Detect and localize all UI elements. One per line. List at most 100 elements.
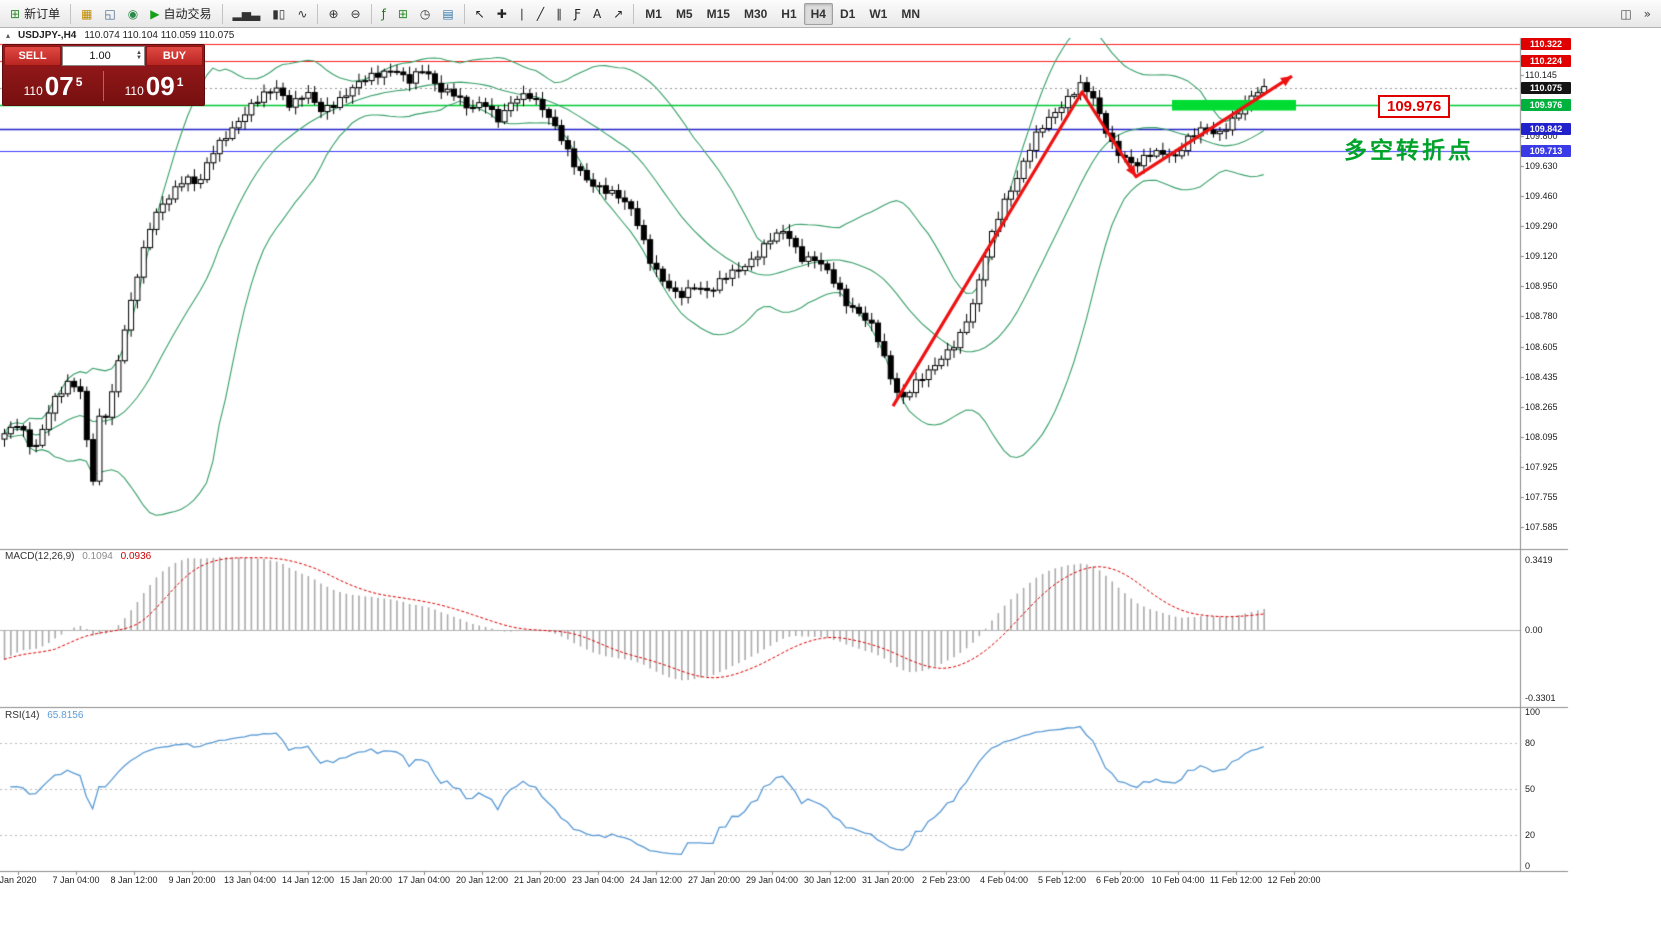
buy-button[interactable]: BUY bbox=[146, 46, 203, 66]
timeframe-m15-button[interactable]: M15 bbox=[700, 3, 737, 25]
timeframe-m30-button[interactable]: M30 bbox=[737, 3, 774, 25]
more-tools-button[interactable]: » bbox=[1638, 3, 1657, 25]
price-tick-108.435: 108.435 bbox=[1525, 372, 1558, 382]
time-label-10: 23 Jan 04:00 bbox=[571, 875, 625, 885]
toolbar-separator bbox=[221, 3, 223, 24]
timeframe-h1-label: H1 bbox=[781, 6, 797, 21]
timeframe-mn-button[interactable]: MN bbox=[894, 3, 927, 25]
timeframe-m30-label: M30 bbox=[743, 6, 768, 21]
add-chart-button[interactable]: ⊞ bbox=[392, 3, 414, 25]
time-label-21: 11 Feb 12:00 bbox=[1209, 875, 1263, 885]
channel-tool-button[interactable]: ∥ bbox=[550, 3, 568, 25]
fibonacci-tool-icon: Ƒ bbox=[574, 6, 581, 21]
price-callout-box[interactable]: 109.976 bbox=[1378, 95, 1451, 118]
timeframe-h1-button[interactable]: H1 bbox=[774, 3, 803, 25]
price-tick-107.585: 107.585 bbox=[1525, 522, 1558, 532]
fibonacci-tool-button[interactable]: Ƒ bbox=[568, 3, 587, 25]
price-tick-108.605: 108.605 bbox=[1525, 342, 1558, 352]
rsi-name: RSI(14) bbox=[5, 710, 40, 721]
time-label-15: 31 Jan 20:00 bbox=[861, 875, 915, 885]
cursor-tool-icon: ↖ bbox=[474, 6, 485, 21]
one-click-trading-panel: SELL 1.00 ▲ ▼ BUY 110 07 5 1 bbox=[2, 44, 205, 106]
new-order-icon: ⊞ bbox=[10, 6, 21, 21]
time-label-3: 9 Jan 20:00 bbox=[168, 875, 216, 885]
vertical-line-tool-icon: ∣ bbox=[518, 6, 525, 21]
zoom-in-button[interactable]: ⊕ bbox=[322, 3, 344, 25]
timeframe-m1-button[interactable]: M1 bbox=[638, 3, 669, 25]
buy-price-big: 09 bbox=[145, 71, 175, 101]
zoom-in-icon: ⊕ bbox=[328, 6, 339, 21]
navigator-button[interactable]: ◉ bbox=[122, 3, 144, 25]
vertical-line-tool-button[interactable]: ∣ bbox=[513, 3, 531, 25]
macd-main-value: 0.1094 bbox=[82, 551, 113, 562]
data-window-icon: ◱ bbox=[104, 6, 116, 21]
price-tag-109.976: 109.976 bbox=[1521, 99, 1571, 111]
text-tool-button[interactable]: A bbox=[587, 3, 607, 25]
time-label-22: 12 Feb 20:00 bbox=[1267, 875, 1321, 885]
toolbar-separator bbox=[70, 3, 72, 24]
candles-style-icon: ▮▯ bbox=[272, 6, 286, 21]
buy-price-pip: 1 bbox=[176, 75, 184, 89]
timeframe-w1-label: W1 bbox=[869, 6, 888, 21]
price-tag-109.713: 109.713 bbox=[1521, 145, 1571, 157]
time-label-4: 13 Jan 04:00 bbox=[223, 875, 277, 885]
price-tag-109.842: 109.842 bbox=[1521, 123, 1571, 135]
sell-button[interactable]: SELL bbox=[4, 46, 61, 66]
price-tag-110.224: 110.224 bbox=[1521, 55, 1571, 67]
bars-style-button[interactable]: ▂▅▃ bbox=[227, 3, 267, 25]
crosshair-tool-button[interactable]: ✚ bbox=[491, 3, 513, 25]
macd-signal-value: 0.0936 bbox=[120, 551, 152, 562]
bid-ask-row: 110 07 5 110 09 1 bbox=[3, 67, 204, 105]
timeframe-d1-button[interactable]: D1 bbox=[833, 3, 862, 25]
price-tick-108.780: 108.780 bbox=[1525, 311, 1558, 321]
price-chart-canvas[interactable] bbox=[0, 28, 1661, 948]
bars-style-icon: ▂▅▃ bbox=[232, 6, 261, 21]
timeframe-m5-button[interactable]: M5 bbox=[669, 3, 700, 25]
time-label-6: 15 Jan 20:00 bbox=[339, 875, 393, 885]
candles-style-button[interactable]: ▮▯ bbox=[266, 3, 291, 25]
volume-decrease-button[interactable]: ▼ bbox=[136, 55, 142, 61]
trendline-tool-button[interactable]: ╱ bbox=[531, 3, 550, 25]
templates-icon: ▤ bbox=[442, 6, 454, 21]
price-tick-108.095: 108.095 bbox=[1525, 432, 1558, 442]
arrows-tool-button[interactable]: ↗ bbox=[607, 3, 629, 25]
price-tick-110.145: 110.145 bbox=[1525, 70, 1557, 80]
sell-price-big: 07 bbox=[44, 71, 74, 101]
rsi-label: RSI(14) 65.8156 bbox=[5, 710, 83, 721]
templates-button[interactable]: ▤ bbox=[436, 3, 459, 25]
cursor-tool-button[interactable]: ↖ bbox=[469, 3, 491, 25]
volume-field[interactable]: 1.00 ▲ ▼ bbox=[62, 46, 145, 66]
line-style-icon: ∿ bbox=[297, 6, 308, 21]
price-tick-109.460: 109.460 bbox=[1525, 191, 1558, 201]
indicators-icon: ƒ bbox=[381, 6, 386, 21]
time-label-1: 7 Jan 04:00 bbox=[52, 875, 100, 885]
volume-increase-button[interactable]: ▲ bbox=[136, 50, 142, 56]
data-window-button[interactable]: ◱ bbox=[98, 3, 121, 25]
market-watch-button[interactable]: ▦ bbox=[75, 3, 98, 25]
zoom-out-button[interactable]: ⊖ bbox=[345, 3, 367, 25]
symbol-period-label: USDJPY-,H4 bbox=[18, 30, 77, 41]
line-style-button[interactable]: ∿ bbox=[291, 3, 313, 25]
new-order-button[interactable]: ⊞ 新订单 bbox=[4, 3, 66, 25]
timeframe-h4-button[interactable]: H4 bbox=[803, 2, 833, 25]
add-chart-icon: ⊞ bbox=[397, 6, 408, 21]
periods-button[interactable]: ◷ bbox=[414, 3, 436, 25]
price-divider bbox=[103, 71, 104, 101]
zoom-out-icon: ⊖ bbox=[350, 6, 361, 21]
time-label-2: 8 Jan 12:00 bbox=[110, 875, 158, 885]
collapse-triangle-icon[interactable]: ▴ bbox=[6, 31, 11, 40]
buy-price: 110 09 1 bbox=[104, 71, 204, 101]
arrows-tool-icon: ↗ bbox=[613, 6, 624, 21]
buy-price-prefix: 110 bbox=[124, 84, 144, 98]
auto-trading-button[interactable]: ▶ 自动交易 bbox=[144, 3, 217, 25]
macd-label: MACD(12,26,9) 0.1094 0.0936 bbox=[5, 551, 151, 562]
rsi-tick-100: 100 bbox=[1525, 707, 1541, 717]
dock-button[interactable]: ◫ bbox=[1614, 3, 1637, 25]
new-order-label: 新订单 bbox=[24, 7, 61, 21]
timeframe-w1-button[interactable]: W1 bbox=[862, 3, 894, 25]
sell-price: 110 07 5 bbox=[3, 71, 103, 101]
indicators-button[interactable]: ƒ bbox=[376, 3, 392, 25]
timeframe-m1-label: M1 bbox=[645, 6, 662, 21]
timeframe-m15-label: M15 bbox=[706, 6, 730, 21]
turning-point-text[interactable]: 多空转折点 bbox=[1344, 137, 1474, 163]
